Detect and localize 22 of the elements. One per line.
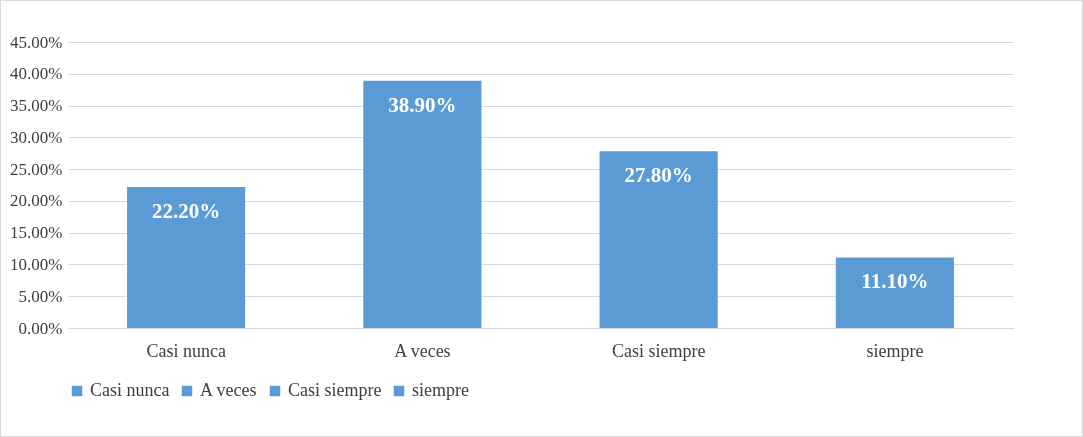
y-tick-label: 30.00% bbox=[10, 127, 63, 147]
x-tick-label: Casi nunca bbox=[146, 340, 226, 361]
x-tick-label: siempre bbox=[866, 340, 924, 361]
y-tick-label: 20.00% bbox=[10, 191, 63, 211]
x-tick-label: Casi siempre bbox=[611, 340, 706, 361]
y-tick-label: 25.00% bbox=[10, 159, 63, 179]
y-tick-label: 35.00% bbox=[10, 96, 63, 116]
legend-label: Casi nunca bbox=[90, 380, 170, 400]
y-tick-label: 10.00% bbox=[10, 254, 63, 274]
y-tick-label: 45.00% bbox=[10, 32, 63, 52]
legend-label: Casi siempre bbox=[288, 380, 382, 400]
y-tick-label: 0.00% bbox=[18, 318, 63, 338]
data-label: 38.90% bbox=[388, 92, 457, 117]
data-label: 27.80% bbox=[624, 163, 693, 188]
y-tick-label: 5.00% bbox=[18, 286, 63, 306]
legend-label: siempre bbox=[412, 380, 469, 400]
y-tick-label: 15.00% bbox=[10, 223, 63, 243]
y-tick-label: 40.00% bbox=[10, 64, 63, 84]
legend-label: A veces bbox=[200, 380, 257, 400]
x-tick-label: A veces bbox=[394, 340, 451, 361]
data-label: 22.20% bbox=[152, 198, 221, 223]
data-label: 11.10% bbox=[861, 269, 929, 294]
